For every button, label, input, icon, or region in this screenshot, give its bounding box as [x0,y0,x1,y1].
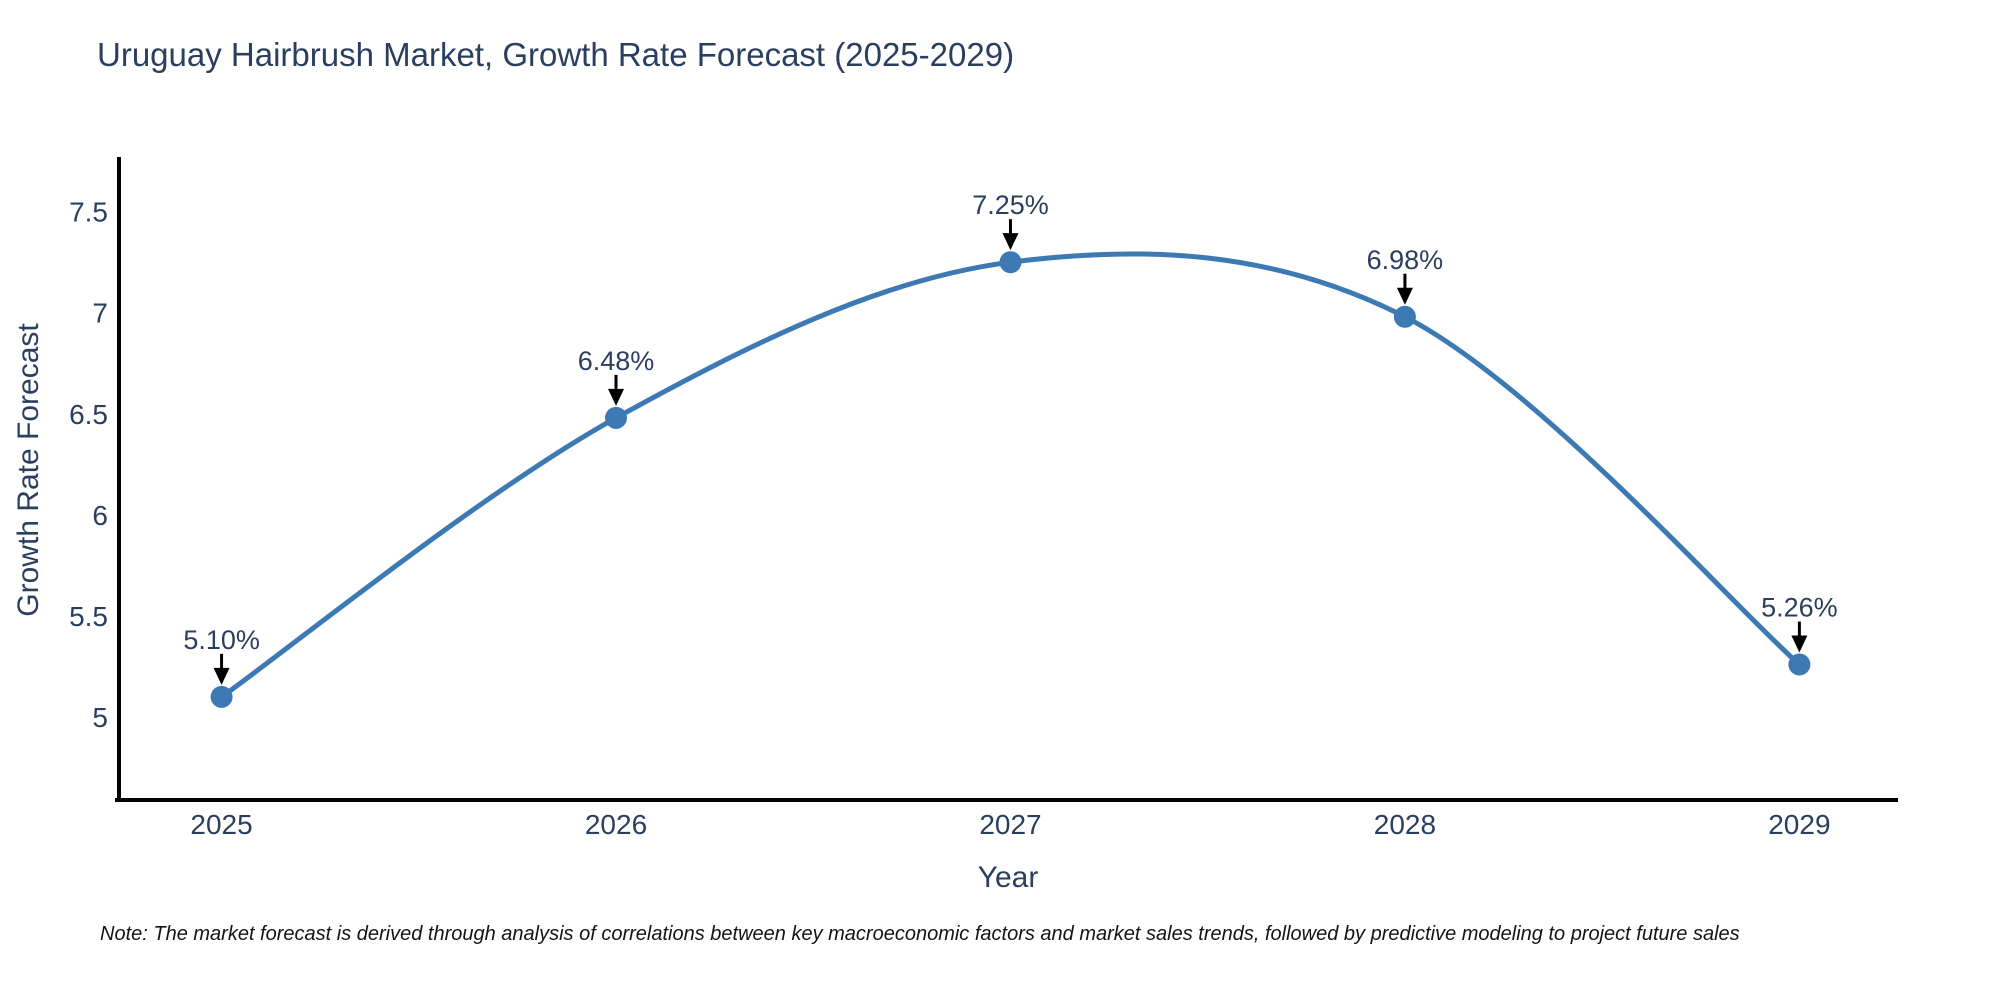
data-point-marker [605,406,627,429]
y-tick-label: 6 [92,500,108,531]
x-tick-label: 2029 [1768,809,1830,840]
data-point-marker [999,251,1022,274]
x-axis-tick-labels: 2025 2026 2027 2028 2029 [190,809,1830,840]
annotation-label: 6.48% [578,346,655,376]
annotation-arrow-head [213,667,230,685]
y-tick-label: 5 [92,702,108,733]
annotation-label: 5.26% [1761,593,1838,623]
y-tick-label: 5.5 [69,601,108,632]
y-tick-label: 7 [92,298,108,329]
x-tick-label: 2026 [585,809,647,840]
data-point-marker [1788,653,1811,676]
data-points [210,251,1811,708]
chart-title: Uruguay Hairbrush Market, Growth Rate Fo… [97,36,1014,73]
annotation-label: 6.98% [1367,245,1444,275]
x-tick-label: 2025 [190,809,252,840]
y-tick-label: 6.5 [69,399,108,430]
annotation-label: 5.10% [183,625,260,655]
data-point-marker [1393,305,1416,328]
x-tick-label: 2028 [1374,809,1436,840]
forecast-spline-line [219,251,1802,700]
footnote: Note: The market forecast is derived thr… [100,923,1740,945]
x-axis-title: Year [978,861,1039,894]
annotation-arrow-head [608,388,625,406]
annotation-arrow-head [1002,233,1019,251]
point-annotations: 5.10% 6.48% 7.25% 6.98% 5.26% [183,190,1838,685]
annotation-arrow-head [1396,287,1413,305]
y-axis-title: Growth Rate Forecast [12,323,45,617]
data-point-marker [210,685,233,708]
y-tick-label: 7.5 [69,197,108,228]
annotation-arrow-head [1791,635,1808,653]
x-tick-label: 2027 [979,809,1041,840]
y-axis-tick-labels: 5 5.5 6 6.5 7 7.5 [69,197,108,733]
annotation-label: 7.25% [972,190,1049,220]
